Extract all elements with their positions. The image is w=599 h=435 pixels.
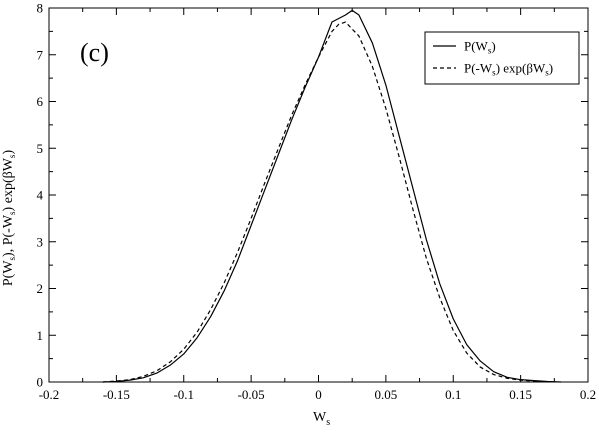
series-line-2: [102, 21, 548, 383]
series-lines: [102, 9, 562, 383]
x-tick-label: -0.2: [39, 387, 60, 402]
x-axis-title: Ws: [313, 410, 330, 428]
y-tick-label: 7: [37, 47, 44, 62]
y-tick-label: 4: [37, 188, 44, 203]
x-tick-label: 0.15: [509, 387, 532, 402]
x-tick-label: 0.05: [375, 387, 398, 402]
series-line-1: [102, 9, 562, 383]
y-tick-label: 0: [37, 375, 44, 390]
x-axis-title-sub: s: [326, 417, 330, 428]
legend-label-1: P(Ws​): [464, 39, 496, 56]
panel-label: (c): [80, 38, 109, 67]
y-tick-label: 3: [37, 234, 44, 249]
x-axis: -0.2 -0.15 -0.1 -0.05 0 0.05 0.1 0.15 0.2: [39, 8, 596, 402]
y-axis: 0 1 2 3 4 5 6 7 8: [37, 1, 588, 390]
x-tick-label: -0.05: [238, 387, 265, 402]
y-tick-label: 6: [37, 94, 44, 109]
x-axis-title-main: W: [313, 410, 327, 425]
y-tick-label: 1: [37, 328, 44, 343]
svg-text:P(Ws​), P(-Ws​) exp(βWs​): P(Ws​), P(-Ws​) exp(βWs​): [1, 150, 17, 287]
legend-box: [424, 31, 580, 85]
x-tick-label: -0.1: [173, 387, 194, 402]
svg-text:Ws: Ws: [313, 410, 330, 428]
legend: P(Ws​) P(-Ws​) exp(βWs​): [424, 31, 580, 85]
y-tick-label: 8: [37, 1, 44, 16]
x-tick-label: 0: [315, 387, 322, 402]
y-axis-title: P(Ws​), P(-Ws​) exp(βWs​): [1, 150, 17, 287]
x-tick-label: 0.2: [580, 387, 596, 402]
legend-label-2: P(-Ws​) exp(βWs​): [464, 61, 553, 78]
y-tick-label: 2: [37, 281, 44, 296]
x-tick-label: 0.1: [445, 387, 461, 402]
y-tick-label: 5: [37, 141, 44, 156]
x-tick-label: -0.15: [103, 387, 130, 402]
